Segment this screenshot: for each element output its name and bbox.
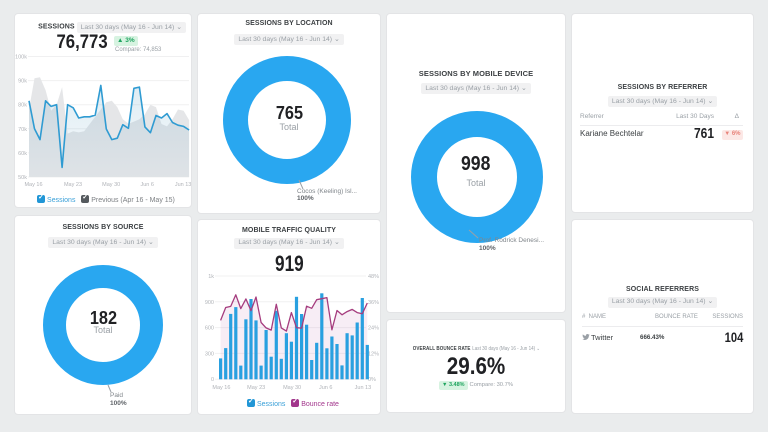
svg-text:May 16: May 16	[212, 385, 230, 391]
svg-text:Jun 13: Jun 13	[355, 385, 372, 391]
svg-text:0%: 0%	[368, 377, 376, 383]
svg-text:50k: 50k	[18, 175, 27, 181]
svg-text:70k: 70k	[18, 127, 27, 133]
svg-text:May 30: May 30	[102, 182, 120, 188]
svg-text:300: 300	[205, 351, 214, 357]
svg-text:Jun 6: Jun 6	[140, 182, 153, 188]
svg-text:May 30: May 30	[283, 385, 301, 391]
svg-text:900: 900	[205, 300, 214, 306]
svg-text:Jun 13: Jun 13	[175, 182, 192, 188]
svg-text:600: 600	[205, 326, 214, 332]
svg-text:90k: 90k	[18, 79, 27, 85]
svg-text:100k: 100k	[15, 55, 27, 61]
svg-text:0: 0	[211, 377, 214, 383]
svg-text:36%: 36%	[368, 300, 379, 306]
svg-text:80k: 80k	[18, 103, 27, 109]
svg-text:12%: 12%	[368, 351, 379, 357]
svg-text:1k: 1k	[208, 274, 214, 280]
svg-text:May 16: May 16	[24, 182, 42, 188]
svg-text:May 23: May 23	[247, 385, 265, 391]
svg-text:48%: 48%	[368, 274, 379, 280]
svg-text:24%: 24%	[368, 326, 379, 332]
svg-text:May 23: May 23	[64, 182, 82, 188]
svg-text:60k: 60k	[18, 151, 27, 157]
svg-text:Jun 6: Jun 6	[319, 385, 332, 391]
